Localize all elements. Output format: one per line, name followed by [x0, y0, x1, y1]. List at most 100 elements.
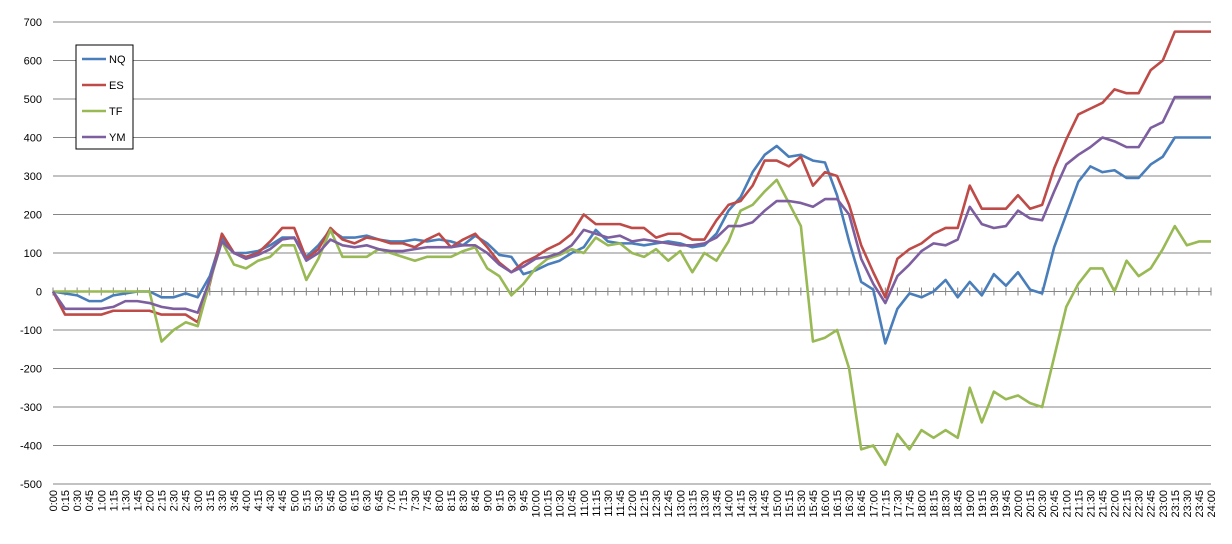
x-tick-label: 1:00: [96, 490, 108, 511]
x-tick-label: 18:30: [941, 490, 953, 518]
x-tick-label: 5:00: [289, 490, 301, 511]
x-tick-label: 19:15: [977, 490, 989, 518]
y-tick-label: -200: [20, 364, 42, 376]
x-tick-label: 19:00: [965, 490, 977, 518]
x-tick-label: 11:45: [615, 490, 627, 517]
x-tick-label: 15:15: [784, 490, 796, 518]
x-tick-label: 0:45: [84, 490, 96, 511]
x-tick-label: 21:45: [1097, 490, 1109, 518]
x-tick-label: 0:15: [60, 490, 72, 511]
x-tick-label: 11:30: [603, 490, 615, 517]
x-tick-label: 23:00: [1158, 490, 1170, 518]
x-tick-label: 13:15: [687, 490, 699, 518]
x-tick-label: 16:45: [856, 490, 868, 518]
x-tick-label: 8:30: [458, 490, 470, 511]
x-tick-label: 2:45: [181, 490, 193, 511]
x-tick-label: 3:00: [193, 490, 205, 511]
x-tick-label: 9:30: [506, 490, 518, 511]
x-tick-label: 9:15: [494, 490, 506, 511]
x-tick-label: 24:00: [1206, 490, 1218, 518]
x-tick-label: 12:45: [663, 490, 675, 518]
x-tick-label: 9:45: [518, 490, 530, 511]
x-tick-label: 3:45: [229, 490, 241, 511]
x-tick-label: 4:45: [277, 490, 289, 511]
x-tick-label: 14:45: [760, 490, 772, 518]
x-tick-label: 2:15: [157, 490, 169, 511]
x-tick-label: 4:00: [241, 490, 253, 511]
legend-box: [75, 44, 134, 150]
legend-label: NQ: [109, 54, 126, 66]
x-tick-label: 7:30: [410, 490, 422, 511]
y-tick-label: 200: [24, 210, 42, 222]
y-tick-label: 300: [24, 171, 42, 183]
legend-label: YM: [109, 132, 126, 144]
x-tick-label: 12:15: [639, 490, 651, 518]
x-tick-label: 23:30: [1182, 490, 1194, 518]
x-tick-label: 18:00: [917, 490, 929, 518]
y-tick-label: -300: [20, 402, 42, 414]
x-tick-label: 19:45: [1001, 490, 1013, 518]
legend-label: TF: [109, 106, 123, 118]
x-tick-label: 23:15: [1170, 490, 1182, 518]
x-tick-label: 23:45: [1194, 490, 1206, 518]
x-tick-label: 7:15: [398, 490, 410, 511]
y-tick-label: 0: [36, 287, 42, 299]
x-tick-label: 22:45: [1146, 490, 1158, 518]
x-tick-label: 20:30: [1037, 490, 1049, 518]
x-tick-label: 0:00: [48, 490, 60, 511]
x-tick-label: 19:30: [989, 490, 1001, 518]
x-tick-label: 20:45: [1049, 490, 1061, 518]
x-tick-label: 13:30: [699, 490, 711, 518]
series-line: [51, 30, 1211, 324]
x-tick-label: 6:30: [362, 490, 374, 511]
x-tick-label: 17:45: [904, 490, 916, 518]
y-tick-label: 100: [24, 248, 42, 260]
x-tick-label: 21:15: [1073, 490, 1085, 518]
x-tick-label: 6:00: [338, 490, 350, 511]
x-tick-label: 3:15: [205, 490, 217, 511]
x-tick-label: 4:15: [253, 490, 265, 511]
x-tick-label: 7:00: [386, 490, 398, 511]
x-tick-label: 10:30: [555, 490, 567, 518]
x-tick-label: 20:00: [1013, 490, 1025, 518]
y-tick-label: 400: [24, 133, 42, 145]
x-tick-label: 17:30: [892, 490, 904, 518]
x-tick-label: 8:15: [446, 490, 458, 511]
x-tick-label: 17:00: [868, 490, 880, 518]
x-tick-label: 18:15: [929, 490, 941, 518]
x-tick-label: 1:15: [108, 490, 120, 511]
x-tick-label: 1:45: [132, 490, 144, 511]
x-tick-label: 10:00: [531, 490, 543, 518]
x-tick-label: 2:00: [145, 490, 157, 511]
x-tick-label: 8:00: [434, 490, 446, 511]
x-tick-label: 21:30: [1085, 490, 1097, 518]
x-tick-label: 12:00: [627, 490, 639, 518]
x-tick-label: 11:00: [579, 490, 591, 517]
x-tick-label: 10:45: [567, 490, 579, 518]
x-tick-label: 13:45: [711, 490, 723, 518]
y-tick-label: 500: [24, 94, 42, 106]
x-tick-label: 22:15: [1122, 490, 1134, 518]
legend-label: ES: [109, 80, 124, 92]
x-tick-label: 18:45: [953, 490, 965, 518]
x-tick-label: 14:15: [736, 490, 748, 518]
y-tick-label: -400: [20, 441, 42, 453]
x-tick-label: 9:00: [482, 490, 494, 511]
series-line: [52, 136, 1211, 345]
x-tick-label: 12:30: [651, 490, 663, 518]
y-tick-label: -100: [20, 325, 42, 337]
x-tick-label: 17:15: [880, 490, 892, 518]
x-tick-label: 16:15: [832, 490, 844, 518]
x-tick-label: 4:30: [265, 490, 277, 511]
x-tick-label: 5:45: [325, 490, 337, 511]
x-tick-label: 14:00: [724, 490, 736, 518]
x-tick-label: 11:15: [591, 490, 603, 517]
y-tick-label: 600: [24, 56, 42, 68]
series-line: [51, 95, 1211, 314]
x-tick-label: 5:30: [313, 490, 325, 511]
y-tick-label: 700: [24, 17, 42, 29]
x-tick-label: 3:30: [217, 490, 229, 511]
x-tick-label: 22:00: [1110, 490, 1122, 518]
y-tick-label: -500: [20, 479, 42, 491]
